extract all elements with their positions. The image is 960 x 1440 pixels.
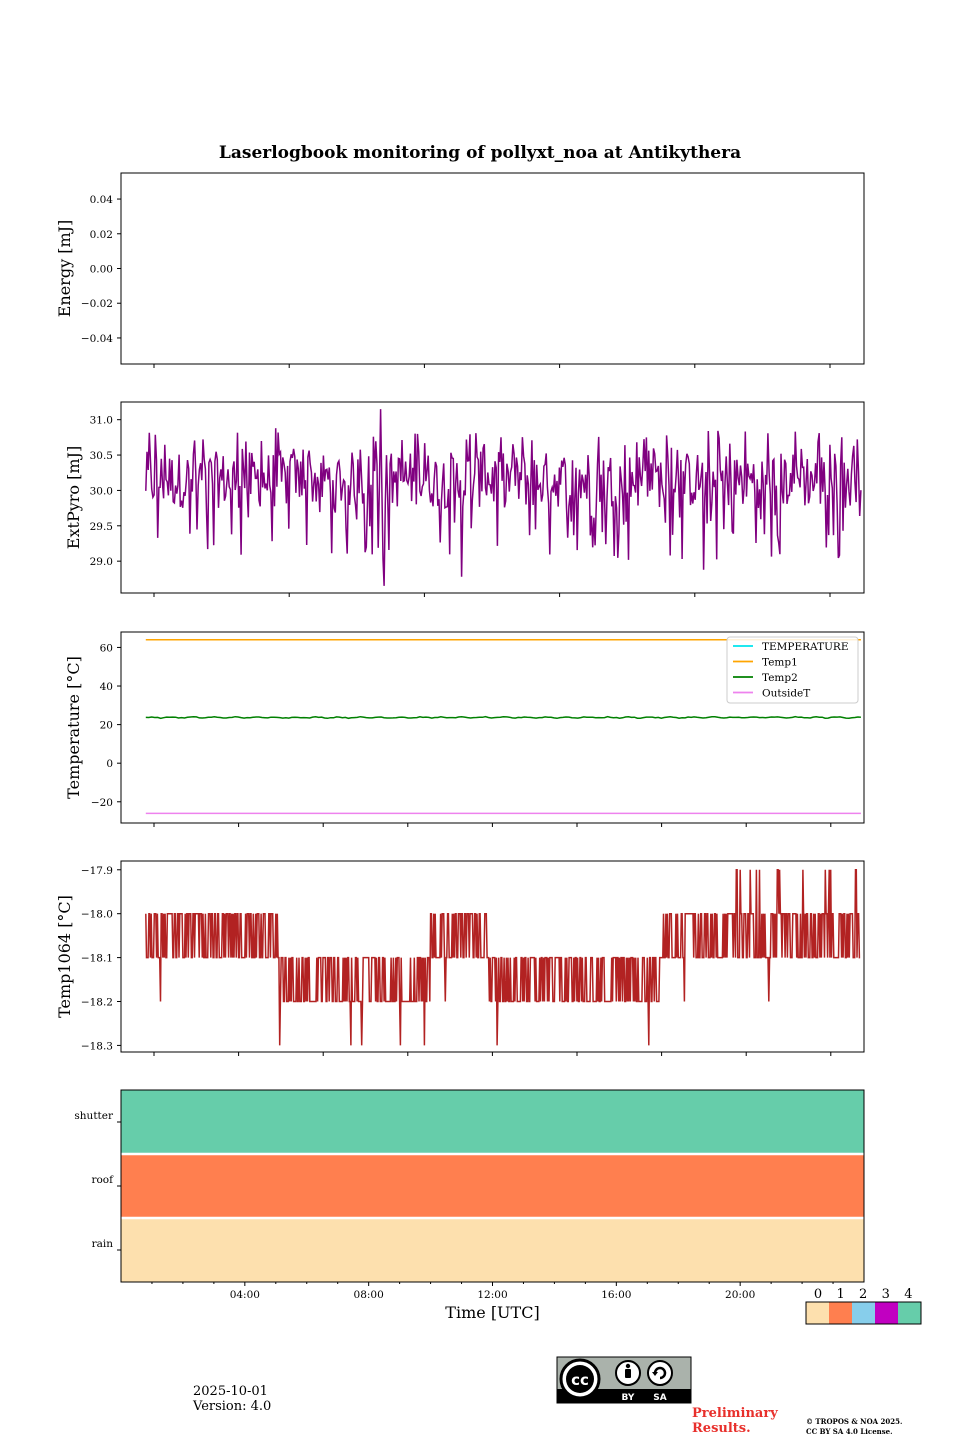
colorbar-swatch-1 [829, 1302, 852, 1324]
y-tick-label: 60 [100, 642, 113, 654]
status-panel: shutter roof rain 04:00 08:00 12:00 16:00 20:00… [74, 1089, 865, 1322]
legend-label-temperature: TEMPERATURE [762, 641, 849, 653]
status-row-label-roof: roof [91, 1174, 114, 1186]
sa-share-icon [647, 1360, 673, 1386]
plot-area [145, 869, 861, 1046]
x-tick-label: 08:00 [354, 1289, 384, 1301]
colorbar-tick-label: 0 [814, 1287, 822, 1302]
status-row-label-shutter: shutter [74, 1110, 114, 1122]
y-tick-label: 29.0 [90, 556, 113, 568]
energy-panel: 0.04 0.02 0.00 −0.02 −0.04 Energy [mJ] [55, 172, 865, 368]
axes-frame [120, 401, 865, 594]
colorbar-tick-label: 4 [904, 1287, 912, 1302]
y-tick-label: −0.04 [81, 333, 113, 345]
y-tick-label: 30.0 [90, 485, 113, 497]
colorbar-swatch-0 [806, 1302, 829, 1324]
x-tick-label: 04:00 [230, 1289, 260, 1301]
y-axis-label: Temp1064 [°C] [55, 895, 74, 1018]
status-row-label-rain: rain [92, 1238, 114, 1250]
preliminary-line-1: Preliminary [692, 1406, 778, 1421]
y-tick-label: −20 [91, 797, 113, 809]
colorbar-tick-label: 2 [859, 1287, 867, 1302]
svg-text:cc: cc [571, 1371, 589, 1389]
figure-title: Laserlogbook monitoring of pollyxt_noa a… [219, 143, 741, 163]
y-axis-label: Energy [mJ] [55, 220, 74, 318]
axes-frame [120, 172, 865, 365]
y-tick-label: −18.1 [81, 953, 113, 965]
colorbar-swatch-3 [875, 1302, 898, 1324]
status-band-roof [121, 1154, 864, 1218]
x-tick-label: 16:00 [601, 1289, 631, 1301]
license-by-label: BY [622, 1393, 635, 1403]
y-tick-label: −18.0 [81, 909, 113, 921]
temp1064-series-line [145, 869, 861, 1046]
y-tick-label: −18.3 [81, 1040, 113, 1052]
temp2-series-line [145, 715, 861, 720]
footer-date: 2025-10-01 [193, 1384, 268, 1399]
x-axis-label: Time [UTC] [445, 1303, 539, 1322]
legend-label-temp1: Temp1 [762, 657, 798, 669]
y-tick-label: 0.00 [90, 264, 113, 276]
preliminary-note: Preliminary Results. [692, 1406, 778, 1436]
temp1064-panel: −17.9 −18.0 −18.1 −18.2 −18.3 Temp1064 [°C] [55, 860, 865, 1056]
y-axis-label: ExtPyro [mJ] [64, 446, 83, 549]
copyright-note: © TROPOS & NOA 2025. CC BY SA 4.0 Licens… [806, 1417, 902, 1437]
colorbar-frame [805, 1301, 922, 1325]
legend-label-temp2: Temp2 [762, 672, 798, 684]
colorbar-swatch-2 [852, 1302, 875, 1324]
status-band-shutter [121, 1090, 864, 1154]
temperature-panel: TEMPERATURE Temp1 Temp2 OutsideT 60 40 20 0 −20 T… [64, 631, 865, 827]
y-tick-label: 0.02 [90, 229, 113, 241]
license-sa-label: SA [653, 1393, 666, 1403]
colorbar-swatch-4 [898, 1302, 921, 1324]
y-tick-label: 20 [100, 720, 113, 732]
y-tick-label: 40 [100, 681, 113, 693]
colorbar-tick-label: 1 [836, 1287, 844, 1302]
temperature-legend: TEMPERATURE Temp1 Temp2 OutsideT [726, 636, 859, 704]
copyright-line-1: © TROPOS & NOA 2025. [806, 1417, 903, 1426]
copyright-line-2: CC BY SA 4.0 License. [806, 1427, 893, 1436]
preliminary-line-2: Results. [692, 1421, 751, 1436]
colorbar-tick-label: 3 [882, 1287, 890, 1302]
legend-frame [726, 636, 859, 704]
y-tick-label: −18.2 [81, 997, 113, 1009]
y-tick-label: 30.5 [90, 450, 113, 462]
y-tick-label: 29.5 [90, 521, 113, 533]
x-tick-label: 20:00 [725, 1289, 755, 1301]
cc-by-sa-icon: cc BY SA [556, 1356, 692, 1404]
y-tick-label: 0.04 [90, 194, 114, 206]
footer-date-version: 2025-10-01 Version: 4.0 [193, 1384, 271, 1414]
y-axis-label: Temperature [°C] [64, 656, 83, 799]
y-tick-label: 0 [106, 758, 113, 770]
legend-label-outsidet: OutsideT [762, 688, 810, 700]
x-tick-label: 12:00 [477, 1289, 507, 1301]
y-tick-label: 31.0 [90, 415, 113, 427]
extpyro-panel: 31.0 30.5 30.0 29.5 29.0 ExtPyro [mJ] [64, 401, 865, 597]
status-band-rain [121, 1218, 864, 1282]
plot-area [145, 409, 862, 586]
y-tick-label: −0.02 [81, 298, 113, 310]
footer-version: Version: 4.0 [193, 1399, 272, 1414]
y-tick-label: −17.9 [81, 865, 113, 877]
extpyro-series-line [145, 409, 862, 586]
